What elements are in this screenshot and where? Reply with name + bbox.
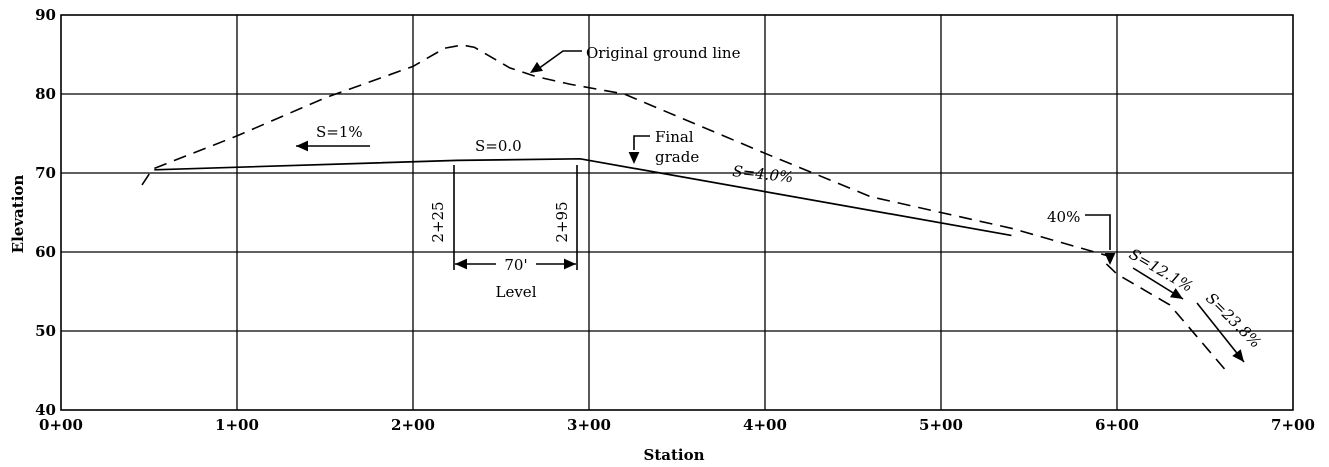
- final-grade-label-1: Final: [655, 128, 694, 146]
- slope-1-arrow-head: [1169, 288, 1183, 299]
- final-grade-series: [154, 157, 1012, 237]
- ground-line-series-2: [1105, 263, 1229, 374]
- station-a-label: 2+25: [429, 201, 447, 242]
- y-tick-label: 50: [35, 322, 56, 340]
- x-tick-label: 3+00: [567, 416, 611, 434]
- final-grade-pointer-head: [628, 152, 640, 164]
- x-tick-label: 4+00: [743, 416, 787, 434]
- final-grade-pointer-shaft: [633, 135, 650, 150]
- y-tick-label: 80: [35, 85, 56, 103]
- x-tick-label: 5+00: [919, 416, 963, 434]
- ground-line-series-0: [141, 44, 1109, 257]
- percent-40-pointer-head: [1104, 253, 1116, 265]
- dimension-right-arrow-head: [564, 258, 576, 270]
- y-tick-label: 40: [35, 401, 56, 419]
- final-grade-label-2: grade: [655, 148, 699, 166]
- slope-left-label: S=1%: [316, 123, 363, 141]
- x-axis-title: Station: [643, 446, 704, 464]
- ground-line-label: Original ground line: [586, 44, 741, 62]
- percent-40-pointer-shaft: [1085, 214, 1111, 250]
- station-b-label: 2+95: [553, 201, 571, 242]
- x-tick-label: 7+00: [1271, 416, 1315, 434]
- y-axis-title: Elevation: [9, 175, 27, 254]
- grid-layer: 0+00 1+00 2+00 3+00 4+00 5+00 6+00 7+00 40 50 60 70…: [35, 6, 1315, 434]
- slope-left-arrow-head: [296, 140, 308, 152]
- slope-level-label: S=0.0: [475, 137, 522, 155]
- slope-main-label: S=4.0%: [732, 162, 795, 186]
- x-tick-label: 6+00: [1095, 416, 1139, 434]
- y-tick-label: 60: [35, 243, 56, 261]
- slope-2-arrow-shaft: [1196, 302, 1245, 363]
- percent-40-label: 40%: [1047, 208, 1080, 226]
- x-tick-label: 2+00: [391, 416, 435, 434]
- series-layer: [141, 44, 1229, 374]
- x-tick-label: 1+00: [215, 416, 259, 434]
- y-tick-label: 90: [35, 6, 56, 24]
- ground-callout-shaft: [537, 50, 582, 70]
- dimension-label: 70': [504, 256, 527, 274]
- ground-callout-head: [530, 61, 543, 73]
- plot-frame: [60, 14, 1294, 411]
- slope-2-arrow-head: [1232, 349, 1244, 362]
- y-tick-label: 70: [35, 164, 56, 182]
- dimension-left-arrow-head: [455, 258, 467, 270]
- x-tick-label: 0+00: [39, 416, 83, 434]
- annotation-layer: Station Elevation Original ground line F…: [9, 44, 1265, 464]
- level-label: Level: [496, 283, 537, 301]
